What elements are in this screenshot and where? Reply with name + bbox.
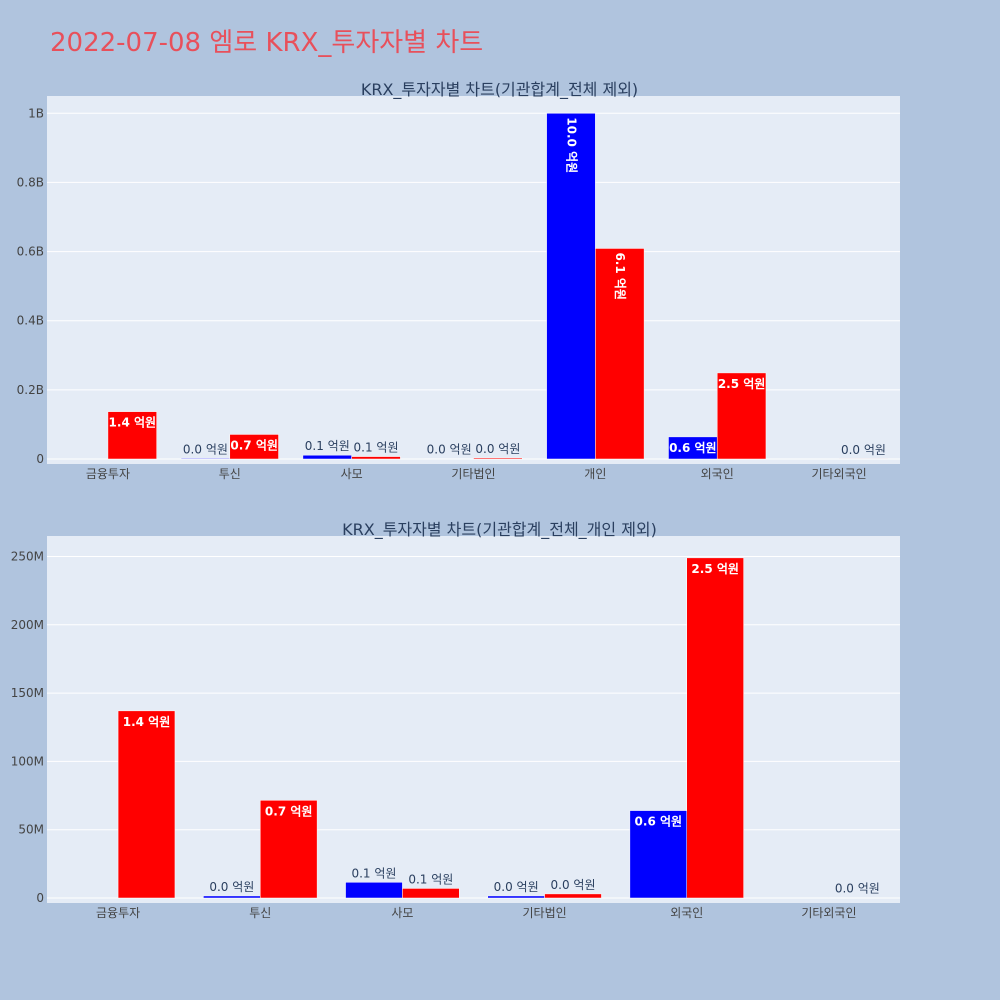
- bar: [260, 800, 318, 899]
- bar-value-label: 10.0 억원: [564, 117, 578, 173]
- bar: [107, 411, 157, 460]
- ytick-label: 50M: [18, 823, 44, 837]
- chart-1: 0 0.2B 0.4B 0.6B 0.8B 1B KRX_투자자별 차트(기관합계_전체 제…: [17, 80, 900, 481]
- bar-value-label: 0.7 억원: [230, 438, 278, 452]
- bar-value-label: 0.0 억원: [841, 443, 886, 457]
- xtick-label: 투신: [219, 467, 241, 481]
- bar: [716, 372, 767, 460]
- xtick-label: 투신: [249, 906, 271, 920]
- xtick-label: 사모: [341, 467, 363, 481]
- bar: [595, 248, 645, 460]
- ytick-label: 0.6B: [17, 245, 44, 259]
- bar-value-label: 0.0 억원: [494, 880, 539, 894]
- bar: [345, 882, 403, 899]
- bar-value-label: 0.0 억원: [835, 882, 880, 896]
- bar-value-label: 0.1 억원: [305, 439, 350, 453]
- bar-value-label: 0.1 억원: [354, 441, 399, 455]
- bar-value-label: 0.1 억원: [408, 872, 453, 886]
- bar-value-label: 0.6 억원: [635, 815, 683, 829]
- ytick-label: 0.8B: [17, 175, 44, 189]
- xtick-label: 금융투자: [96, 906, 140, 920]
- ytick-label: 150M: [11, 686, 44, 700]
- bar: [402, 888, 460, 899]
- ytick-label: 1B: [28, 106, 44, 120]
- xtick-label: 외국인: [670, 906, 703, 920]
- bar-value-label: 0.0 억원: [427, 443, 472, 457]
- bar: [229, 434, 279, 460]
- bar-value-label: 0.1 억원: [351, 866, 396, 880]
- ytick-label: 100M: [11, 754, 44, 768]
- bar-value-label: 0.0 억원: [551, 878, 596, 892]
- xtick-label: 기타법인: [522, 906, 566, 920]
- xtick-label: 금융투자: [86, 467, 130, 481]
- bar-value-label: 0.0 억원: [475, 442, 520, 456]
- xtick-label: 기타외국인: [801, 906, 856, 920]
- bar: [473, 457, 523, 460]
- xtick-label: 기타법인: [451, 467, 495, 481]
- bar-value-label: 6.1 억원: [613, 252, 627, 300]
- bar: [629, 810, 688, 899]
- page-title: 2022-07-08 엠로 KRX_투자자별 차트: [50, 28, 484, 58]
- xtick-label: 외국인: [701, 467, 734, 481]
- ytick-label: 0: [36, 891, 44, 905]
- bar-value-label: 2.5 억원: [691, 562, 739, 576]
- bar: [544, 893, 602, 899]
- bar-value-label: 1.4 억원: [123, 715, 171, 729]
- ytick-label: 250M: [11, 549, 44, 563]
- chart-title: KRX_투자자별 차트(기관합계_전체 제외): [361, 80, 638, 100]
- bar-value-label: 0.6 억원: [669, 441, 717, 455]
- chart-2: 0 50M 100M 150M 200M 250M KRX_투자자별 차트(기관합계_전체_…: [11, 520, 900, 920]
- bar-value-label: 2.5 억원: [718, 377, 766, 391]
- bar: [351, 456, 401, 460]
- plot-area: [47, 96, 900, 464]
- chart-title: KRX_투자자별 차트(기관합계_전체_개인 제외): [342, 520, 657, 540]
- bar-value-label: 0.7 억원: [265, 804, 313, 818]
- ytick-label: 0: [36, 452, 44, 466]
- ytick-label: 0.4B: [17, 314, 44, 328]
- xtick-label: 기타외국인: [811, 467, 866, 481]
- bar: [203, 895, 261, 899]
- bar: [302, 454, 352, 460]
- ytick-label: 200M: [11, 618, 44, 632]
- plot-area: [47, 536, 900, 903]
- ytick-label: 0.2B: [17, 383, 44, 397]
- bar-value-label: 0.0 억원: [183, 442, 228, 456]
- bar: [686, 557, 744, 899]
- bar: [180, 458, 231, 460]
- xtick-label: 개인: [584, 467, 606, 481]
- bar: [487, 895, 545, 899]
- bar: [117, 710, 176, 899]
- bar-value-label: 1.4 억원: [109, 416, 157, 430]
- xtick-label: 사모: [391, 906, 413, 920]
- bar-value-label: 0.0 억원: [209, 880, 254, 894]
